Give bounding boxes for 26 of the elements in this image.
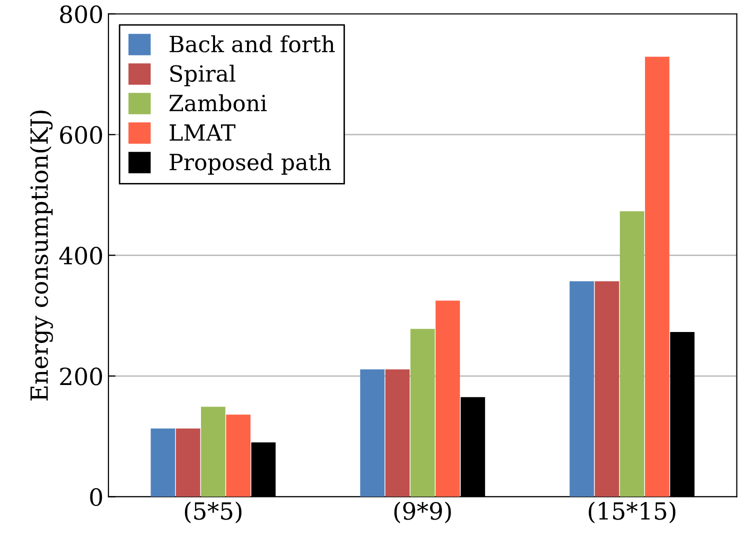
legend-label: Spiral [170,64,236,86]
bar [620,211,644,497]
bar [385,369,410,497]
x-tick-label: (15*15) [588,502,676,524]
legend-label: Back and forth [170,35,335,52]
x-tick-label: (9*9) [394,502,451,524]
bar [436,300,460,497]
bar [645,56,670,497]
y-tick-label: 400 [59,246,102,265]
legend-label: Proposed path [170,153,331,175]
y-tick-label: 0 [90,488,102,506]
y-tick-label: 600 [60,126,102,144]
bar [150,428,176,497]
bar [360,369,385,497]
y-tick-label: 200 [60,367,102,386]
bar [410,328,435,497]
y-axis-title: Energy consumption(KJ) [30,110,53,401]
bar [176,428,200,497]
y-tick-label: 800 [60,5,102,24]
bar [570,281,594,497]
bar [226,414,250,497]
legend-label: Zamboni [169,94,267,112]
bar [200,406,226,497]
x-tick-label: (5*5) [184,502,242,524]
legend-label: LMAT [170,124,236,141]
bar [594,281,620,497]
